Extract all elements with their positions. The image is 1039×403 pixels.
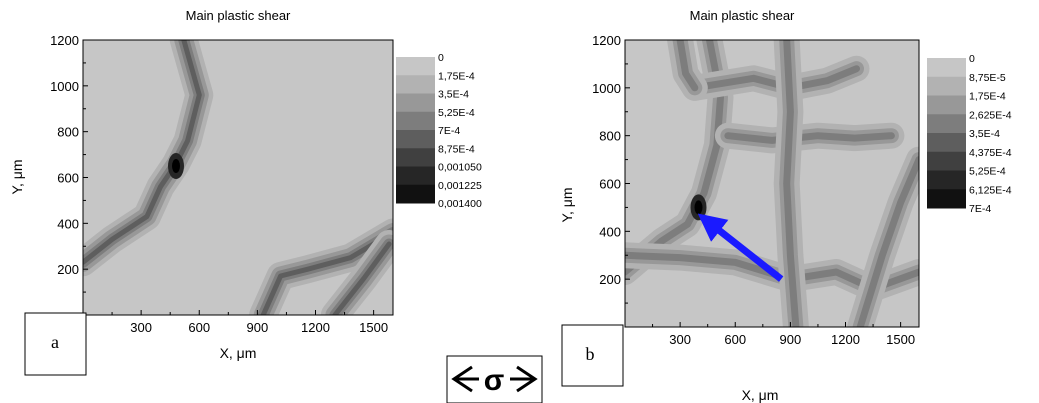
- plot-area: [83, 40, 393, 315]
- contour-band: [783, 40, 800, 327]
- x-tick-label: 1200: [301, 320, 330, 335]
- colorbar-level-label: 0: [438, 52, 444, 64]
- colorbar-segment: [396, 111, 435, 131]
- sigma-right-arrow-head: [516, 365, 538, 393]
- colorbar-segment: [927, 76, 966, 96]
- contour-band: [83, 40, 202, 265]
- panel-label: a: [51, 332, 59, 352]
- chart-title: Main plastic shear: [186, 8, 291, 23]
- colorbar-segment: [927, 95, 966, 115]
- panel-b: Main plastic shear 300 600 900 1200 1500 200 4…: [559, 8, 1012, 403]
- y-tick-label: 400: [599, 224, 621, 239]
- colorbar-segment: [396, 93, 435, 113]
- contour-peak-core: [172, 159, 180, 174]
- y-axis-label: Y, μm: [9, 159, 25, 194]
- colorbar-segment: [927, 58, 966, 78]
- colorbar-level-label: 2,625E-4: [969, 109, 1012, 121]
- panel-label-box: [561, 324, 624, 387]
- colorbar-level-label: 7E-4: [438, 125, 460, 137]
- panel-a: Main plastic shear 300 600 900 1200 1500 200 4…: [9, 8, 482, 376]
- panel-label: b: [586, 344, 595, 364]
- colorbar-level-label: 8,75E-4: [438, 143, 475, 155]
- colorbar-segment: [927, 151, 966, 171]
- x-axis-label: X, μm: [742, 387, 779, 403]
- contour-band: [332, 241, 392, 315]
- stress-arrow: [697, 213, 784, 282]
- x-tick-label: 900: [780, 332, 802, 347]
- colorbar-level-label: 0: [969, 53, 975, 65]
- sigma-symbol: σ: [484, 364, 505, 397]
- colorbar-segment: [396, 57, 435, 76]
- colorbar-level-label: 0,001050: [438, 162, 482, 174]
- x-tick-label: 1200: [831, 332, 860, 347]
- x-tick-label: 900: [247, 320, 269, 335]
- contour-band: [856, 156, 919, 327]
- contour-bands: [625, 40, 919, 327]
- colorbar-segment: [927, 133, 966, 153]
- axis-ticks: 300 600 900 1200 1500 200 400 600 800 1000 1200: [592, 33, 915, 347]
- x-axis-label: X, μm: [220, 345, 257, 361]
- colorbar-segment: [927, 170, 966, 190]
- panel-label-box: [24, 312, 87, 376]
- x-tick-label: 1500: [886, 332, 915, 347]
- contour-band: [260, 230, 393, 315]
- contour-band: [676, 40, 699, 92]
- y-tick-label: 1200: [50, 33, 79, 48]
- y-axis-label: Y, μm: [559, 187, 575, 222]
- colorbar-level-label: 7E-4: [969, 203, 991, 215]
- chart-title: Main plastic shear: [690, 8, 795, 23]
- colorbar-level-label: 8,75E-5: [969, 72, 1006, 84]
- colorbar-level-label: 1,75E-4: [438, 70, 475, 82]
- y-tick-label: 400: [57, 216, 79, 231]
- colorbar: 0 1,75E-4 3,5E-4 5,25E-4 7E-4 8,75E-4 0,001050…: [396, 52, 482, 210]
- colorbar-level-label: 0,001225: [438, 180, 482, 192]
- x-tick-label: 300: [669, 332, 691, 347]
- x-tick-label: 600: [724, 332, 746, 347]
- contour-band: [724, 132, 895, 144]
- colorbar-level-label: 4,375E-4: [969, 147, 1012, 159]
- x-tick-label: 1500: [359, 320, 388, 335]
- colorbar-segment: [396, 148, 435, 167]
- colorbar-segment: [396, 75, 435, 94]
- colorbar: 0 8,75E-5 1,75E-4 2,625E-4 3,5E-4 4,375E-4 5,2…: [927, 53, 1012, 215]
- y-tick-label: 1000: [592, 81, 621, 96]
- x-tick-label: 300: [130, 320, 152, 335]
- sigma-indicator: σ: [446, 355, 543, 403]
- y-tick-label: 1000: [50, 79, 79, 94]
- y-tick-label: 200: [57, 262, 79, 277]
- y-tick-label: 800: [57, 125, 79, 140]
- colorbar-segment: [396, 130, 435, 149]
- contour-peak-core: [694, 200, 703, 215]
- axis-ticks: 300 600 900 1200 1500 200 400 600 800 1000 1200: [50, 33, 388, 335]
- colorbar-level-label: 0,001400: [438, 198, 482, 210]
- sigma-left-arrow-head: [451, 365, 473, 393]
- y-tick-label: 200: [599, 272, 621, 287]
- y-tick-label: 1200: [592, 33, 621, 48]
- colorbar-segment: [927, 189, 966, 209]
- colorbar-level-label: 6,125E-4: [969, 184, 1012, 196]
- y-tick-label: 600: [57, 171, 79, 186]
- contour-bands: [83, 40, 393, 315]
- colorbar-level-label: 3,5E-4: [438, 89, 469, 101]
- colorbar-segment: [396, 166, 435, 186]
- y-tick-label: 600: [599, 177, 621, 192]
- x-tick-label: 600: [188, 320, 210, 335]
- colorbar-segment: [927, 114, 966, 134]
- y-tick-label: 800: [599, 129, 621, 144]
- colorbar-segment: [396, 184, 435, 204]
- contour-band: [625, 40, 724, 276]
- colorbar-level-label: 5,25E-4: [438, 107, 475, 119]
- colorbar-level-label: 5,25E-4: [969, 166, 1006, 178]
- colorbar-level-label: 3,5E-4: [969, 128, 1000, 140]
- colorbar-level-label: 1,75E-4: [969, 91, 1006, 103]
